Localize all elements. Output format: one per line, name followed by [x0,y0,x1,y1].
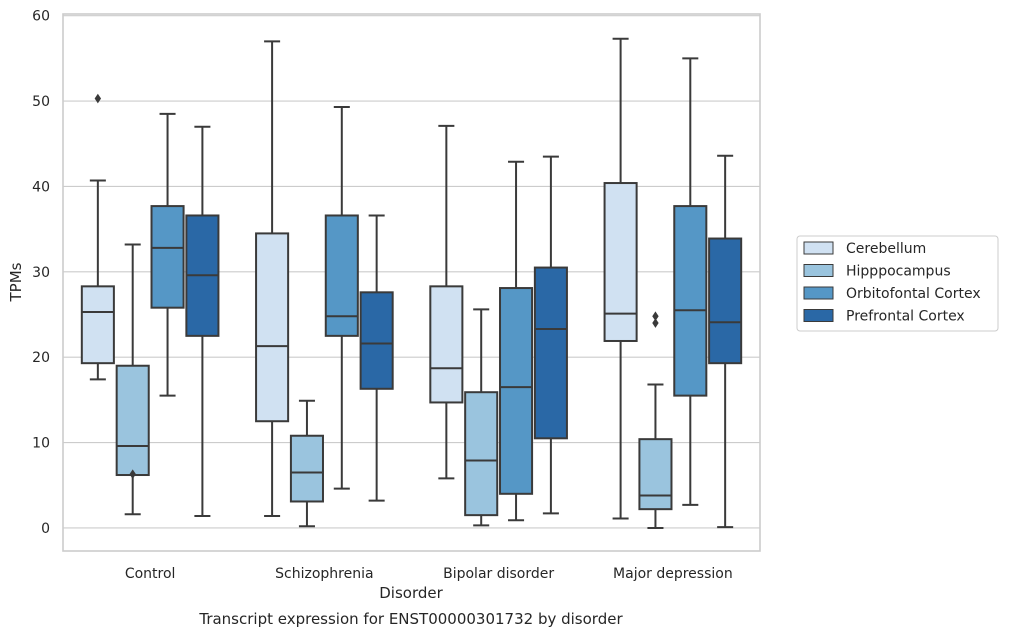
box-body [464,391,499,517]
box-orbitofontal-cortex-major-depression [673,57,708,506]
box-cerebellum-bipolar-disorder [429,124,464,480]
box-prefrontal-cortex-major-depression [708,154,743,529]
outlier-point [129,469,136,479]
box-orbitofontal-cortex-schizophrenia [324,106,359,490]
box-body [533,266,568,440]
box-orbitofontal-cortex-bipolar-disorder [499,160,534,522]
legend-swatch [803,309,834,322]
box-body [603,182,638,342]
y-tick-label: 40 [32,179,50,195]
box-prefrontal-cortex-control [185,125,220,517]
legend: Cerebellum Hipppocampus Orbitofontal Corte… [796,235,999,332]
legend-swatch [803,241,834,255]
box-body [429,285,464,404]
y-tick-label: 20 [32,350,50,366]
x-tick-label: Bipolar disorder [443,566,554,582]
box-body [638,438,673,511]
box-body [255,232,290,423]
outlier-point [652,311,659,322]
box-cerebellum-schizophrenia [255,40,290,517]
x-tick-labels: Control Schizophrenia Bipolar disorder Majo… [125,566,733,582]
y-tick-label: 30 [32,265,50,281]
box-hipppocampus-schizophrenia [289,399,324,528]
x-tick-label: Major depression [613,566,733,582]
legend-swatch [803,286,834,300]
box-body [80,285,115,365]
outlier-point [652,318,659,328]
legend-label: Cerebellum [846,241,926,257]
box-cerebellum-major-depression [603,37,638,520]
box-body [359,291,394,390]
x-tick-label: Schizophrenia [275,566,373,582]
y-tick-label: 50 [32,94,50,110]
box-body [324,214,359,337]
box-prefrontal-cortex-schizophrenia [359,214,394,502]
legend-label: Hipppocampus [846,264,951,280]
box-body [499,287,534,495]
x-axis-title: Disorder [379,584,443,602]
legend-label: Prefrontal Cortex [846,309,965,325]
legend-frame [796,235,999,332]
box-hipppocampus-major-depression [638,311,673,529]
y-tick-label: 10 [32,436,50,452]
chart-title: Transcript expression for ENST0000030173… [198,610,623,628]
y-axis-title: TPMs [7,262,25,302]
box-cerebellum-control [80,93,115,381]
outlier-point [94,93,102,104]
box-body [150,205,185,309]
box-body [115,364,150,477]
legend-swatch [803,264,834,277]
x-tick-label: Control [125,566,176,582]
legend-label: Orbitofontal Cortex [846,286,981,302]
box-body [289,434,324,503]
boxes-layer [80,37,743,529]
y-tick-label: 0 [41,521,50,537]
box-hipppocampus-control [115,243,150,516]
box-prefrontal-cortex-bipolar-disorder [533,155,568,515]
box-hipppocampus-bipolar-disorder [464,308,499,527]
box-orbitofontal-cortex-control [150,112,185,397]
box-body [673,205,708,397]
box-body [708,237,743,365]
y-tick-label: 60 [32,9,50,25]
y-tick-labels: 0 10 20 30 40 50 60 [32,9,50,537]
